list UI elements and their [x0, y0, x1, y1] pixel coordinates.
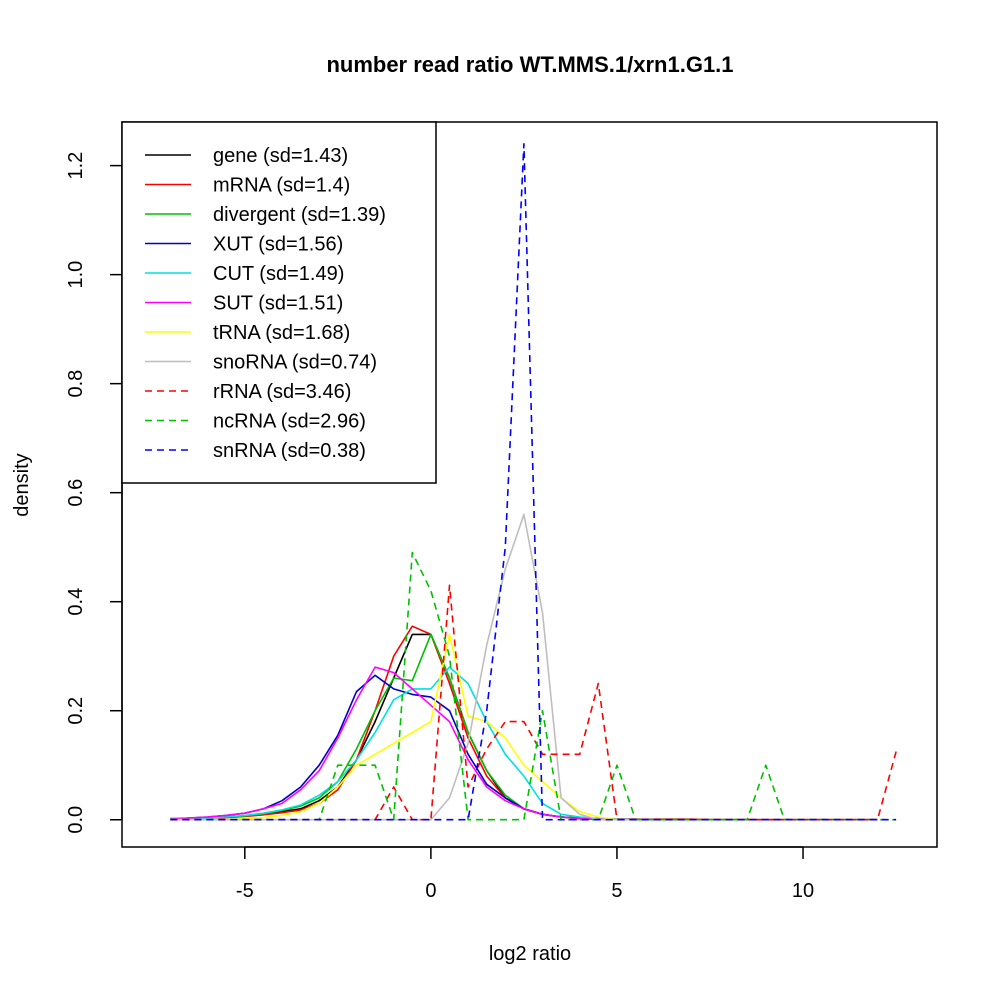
y-tick-label: 0.6	[65, 479, 87, 507]
series-line-10	[170, 143, 897, 821]
series-line-0	[170, 633, 878, 821]
series-layer	[170, 143, 897, 821]
y-tick-label: 0.4	[65, 588, 87, 616]
series-line-6	[170, 633, 618, 821]
x-tick-label: -5	[236, 880, 254, 902]
y-tick-label: 1.2	[65, 152, 87, 180]
legend-label: snRNA (sd=0.38)	[213, 440, 366, 462]
x-axis: -5 0 5 10	[236, 846, 814, 902]
series-line-2	[170, 633, 692, 821]
chart-title: number read ratio WT.MMS.1/xrn1.G1.1	[326, 52, 733, 77]
legend-label: divergent (sd=1.39)	[213, 204, 386, 226]
legend-label: ncRNA (sd=2.96)	[213, 411, 366, 433]
legend-label: SUT (sd=1.51)	[213, 293, 343, 315]
y-axis-label: density	[11, 453, 33, 516]
y-tick-label: 0.8	[65, 370, 87, 398]
series-line-9	[170, 551, 897, 821]
legend: gene (sd=1.43) mRNA (sd=1.4) divergent (sd…	[121, 121, 437, 484]
legend-label: rRNA (sd=3.46)	[213, 381, 351, 403]
y-axis: 0.0 0.2 0.4 0.6 0.8 1.0 1.2	[65, 152, 123, 834]
series-line-5	[170, 666, 655, 821]
legend-label: XUT (sd=1.56)	[213, 234, 343, 256]
legend-label: gene (sd=1.43)	[213, 145, 348, 167]
x-tick-label: 5	[611, 880, 622, 902]
series-line-8	[170, 584, 897, 821]
y-tick-label: 0.0	[65, 806, 87, 834]
series-line-4	[170, 666, 655, 821]
legend-label: CUT (sd=1.49)	[213, 263, 344, 285]
legend-label: tRNA (sd=1.68)	[213, 322, 350, 344]
legend-label: snoRNA (sd=0.74)	[213, 352, 377, 374]
x-axis-label: log2 ratio	[489, 943, 571, 965]
legend-label: mRNA (sd=1.4)	[213, 175, 350, 197]
y-tick-label: 0.2	[65, 697, 87, 725]
series-line-7	[170, 513, 655, 821]
x-tick-label: 0	[425, 880, 436, 902]
y-tick-label: 1.0	[65, 261, 87, 289]
x-tick-label: 10	[792, 880, 814, 902]
